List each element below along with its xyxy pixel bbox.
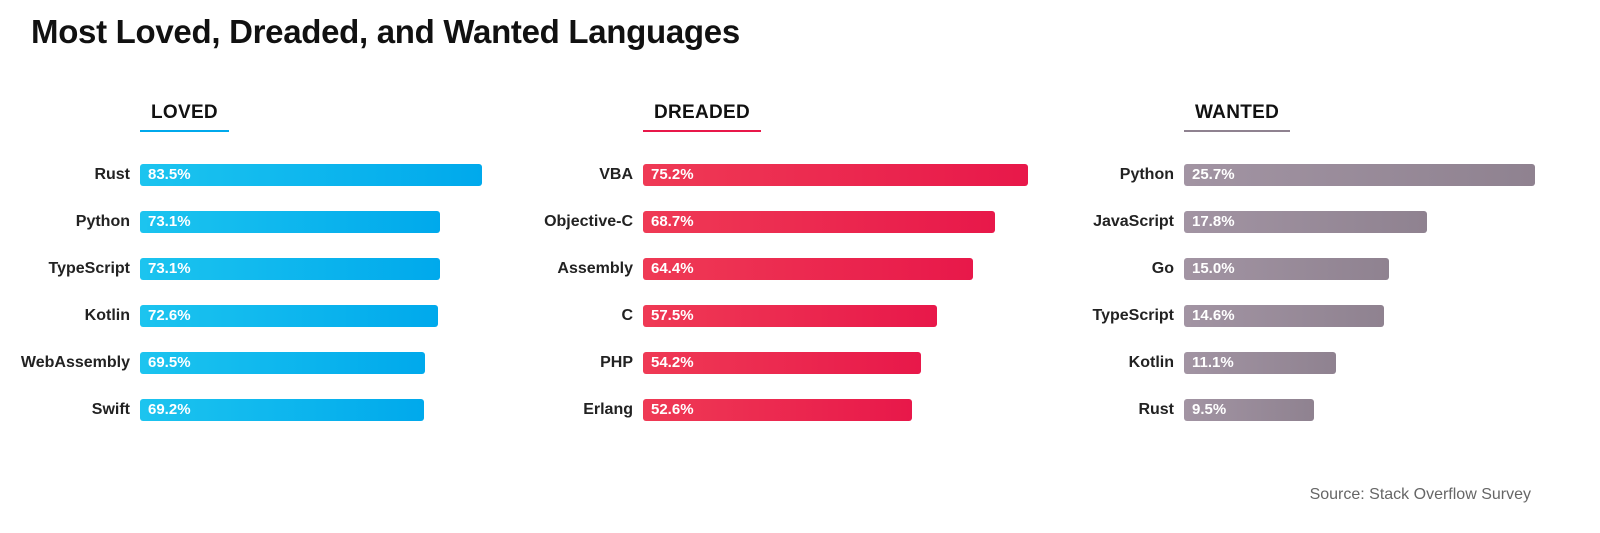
wanted-value-label: 25.7% <box>1192 166 1235 183</box>
dreaded-category-label: VBA <box>599 166 633 183</box>
dreaded-category-label: Objective-C <box>544 213 633 230</box>
dreaded-value-label: 52.6% <box>651 401 694 418</box>
loved-category-label: Swift <box>91 401 130 418</box>
dreaded-header: DREADED <box>643 100 762 132</box>
wanted-bar: 15.0% <box>1184 258 1389 280</box>
wanted-category-label: TypeScript <box>1092 307 1175 324</box>
wanted-category-label: Kotlin <box>1128 354 1174 371</box>
loved-header: LOVED <box>140 100 229 132</box>
loved-bar: 69.2% <box>140 399 424 421</box>
dreaded-bar: 75.2% <box>643 164 1028 186</box>
dreaded-category-label: Erlang <box>583 401 633 418</box>
dreaded-category-label: PHP <box>600 354 633 371</box>
loved-value-label: 73.1% <box>148 213 191 230</box>
loved-category-label: WebAssembly <box>20 354 130 371</box>
source-note: Source: Stack Overflow Survey <box>1309 486 1531 503</box>
dreaded-bar: 52.6% <box>643 399 912 421</box>
dreaded-bar: 54.2% <box>643 352 921 374</box>
wanted-category-label: Rust <box>1138 401 1174 418</box>
loved-value-label: 73.1% <box>148 260 191 277</box>
wanted-category-label: Go <box>1151 260 1174 277</box>
loved-value-label: 83.5% <box>148 166 191 183</box>
loved-bar: 73.1% <box>140 258 440 280</box>
loved-category-label: TypeScript <box>48 260 131 277</box>
dreaded-bar: 57.5% <box>643 305 937 327</box>
dreaded-value-label: 64.4% <box>651 260 694 277</box>
dreaded-bar: 68.7% <box>643 211 995 233</box>
wanted-category-label: JavaScript <box>1093 213 1174 230</box>
chart-title: Most Loved, Dreaded, and Wanted Language… <box>31 13 740 50</box>
loved-bar: 72.6% <box>140 305 438 327</box>
dreaded-category-label: C <box>621 307 633 324</box>
wanted-value-label: 11.1% <box>1192 354 1234 371</box>
dreaded-value-label: 57.5% <box>651 307 694 324</box>
loved-value-label: 69.5% <box>148 354 191 371</box>
dreaded-category-label: Assembly <box>557 260 633 277</box>
wanted-value-label: 14.6% <box>1192 307 1235 324</box>
wanted-category-label: Python <box>1119 166 1174 183</box>
loved-value-label: 69.2% <box>148 401 191 418</box>
wanted-header: WANTED <box>1184 100 1291 132</box>
loved-panel: LOVED Rust 83.5% Python 73.1% TypeScript 73.1… <box>0 0 520 533</box>
loved-bar: 73.1% <box>140 211 440 233</box>
wanted-value-label: 9.5% <box>1192 401 1227 418</box>
dreaded-value-label: 54.2% <box>651 354 694 371</box>
dreaded-panel: DREADED VBA 75.2% Objective-C 68.7% Assembly… <box>520 0 1060 533</box>
wanted-bar: 11.1% <box>1184 352 1336 374</box>
loved-bar: 69.5% <box>140 352 425 374</box>
wanted-bar: 17.8% <box>1184 211 1427 233</box>
loved-bar: 83.5% <box>140 164 482 186</box>
wanted-bar: 9.5% <box>1184 399 1314 421</box>
loved-category-label: Python <box>75 213 130 230</box>
wanted-value-label: 15.0% <box>1192 260 1235 277</box>
wanted-bar: 14.6% <box>1184 305 1384 327</box>
loved-category-label: Kotlin <box>84 307 130 324</box>
wanted-value-label: 17.8% <box>1192 213 1235 230</box>
dreaded-value-label: 68.7% <box>651 213 694 230</box>
loved-value-label: 72.6% <box>148 307 191 324</box>
dreaded-bar: 64.4% <box>643 258 973 280</box>
loved-category-label: Rust <box>94 166 130 183</box>
wanted-panel: WANTED Python 25.7% JavaScript 17.8% Go 15.0%… <box>1060 0 1600 533</box>
dreaded-value-label: 75.2% <box>651 166 694 183</box>
wanted-bar: 25.7% <box>1184 164 1535 186</box>
